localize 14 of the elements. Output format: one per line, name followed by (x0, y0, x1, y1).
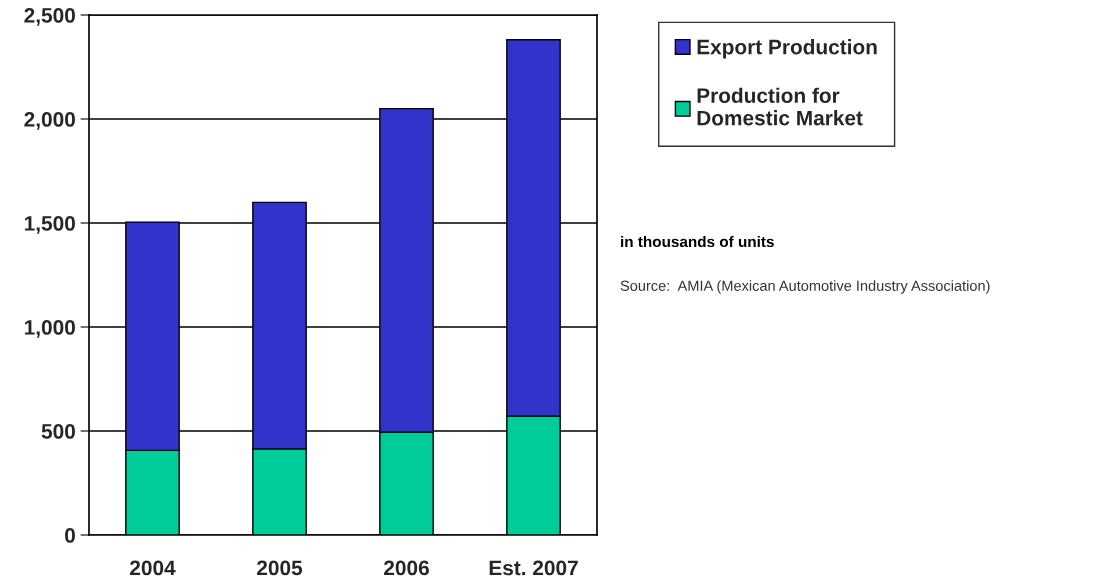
x-tick-label: 2005 (257, 560, 303, 576)
y-tick-label: 0 (65, 528, 75, 543)
y-tick-label: 2,000 (24, 112, 75, 130)
y-tick-label: 2,500 (24, 8, 75, 26)
text: in thousands of units (621, 235, 774, 248)
x-tick-label: 2006 (384, 560, 429, 576)
x-tick-label: 2004 (130, 560, 176, 576)
x-tick-label: Est. 2007 (489, 560, 578, 576)
source-note: Source: AMIA (Mexican Automotive Industry Association) (620, 280, 990, 294)
legend-label: Production for Domestic Market (697, 87, 863, 126)
legend-label: Export Production (697, 39, 877, 59)
y-tick-label: 500 (41, 424, 75, 439)
y-tick-label: 1,500 (24, 216, 75, 234)
y-tick-label: 1,000 (24, 320, 75, 338)
